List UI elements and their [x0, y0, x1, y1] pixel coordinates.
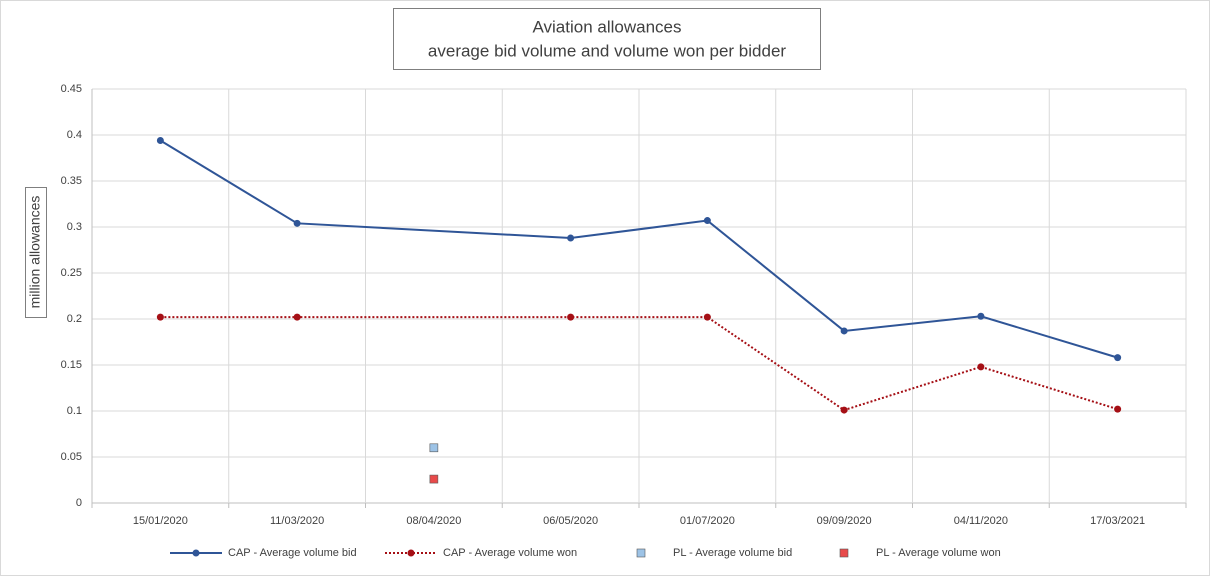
x-tick-label: 11/03/2020 — [270, 515, 324, 527]
y-tick-label: 0.25 — [61, 267, 82, 279]
data-point — [703, 217, 711, 225]
legend-marker — [839, 548, 849, 558]
legend-label: CAP - Average volume won — [443, 547, 577, 559]
data-point — [293, 219, 301, 227]
legend-marker — [407, 549, 415, 557]
x-tick-label: 01/07/2020 — [680, 515, 735, 527]
y-tick-label: 0.1 — [67, 405, 82, 417]
title-box — [393, 8, 821, 70]
y-tick-label: 0 — [76, 497, 82, 509]
legend-label: PL - Average volume bid — [673, 547, 792, 559]
y-tick-label: 0.35 — [61, 175, 82, 187]
y-tick-label: 0.4 — [67, 129, 82, 141]
data-point — [293, 313, 301, 321]
chart-subtitle: average bid volume and volume won per bi… — [428, 41, 787, 60]
y-label-box — [25, 187, 47, 318]
x-tick-label: 17/03/2021 — [1090, 515, 1145, 527]
x-tick-label: 08/04/2020 — [406, 515, 461, 527]
x-tick-label: 09/09/2020 — [817, 515, 872, 527]
data-point — [156, 137, 164, 145]
y-tick-label: 0.05 — [61, 451, 82, 463]
data-point — [703, 313, 711, 321]
data-point — [567, 313, 575, 321]
legend-label: CAP - Average volume bid — [228, 547, 357, 559]
data-point — [1114, 405, 1122, 413]
legend-marker — [636, 548, 646, 558]
data-point — [429, 474, 439, 484]
y-tick-label: 0.45 — [61, 83, 82, 95]
y-tick-label: 0.2 — [67, 313, 82, 325]
chart-title: Aviation allowances — [533, 17, 682, 36]
y-tick-label: 0.3 — [67, 221, 82, 233]
data-point — [840, 327, 848, 335]
x-tick-label: 06/05/2020 — [543, 515, 598, 527]
data-point — [429, 443, 439, 453]
data-point — [1114, 354, 1122, 362]
legend-marker — [192, 549, 200, 557]
x-tick-label: 04/11/2020 — [954, 515, 1008, 527]
data-point — [977, 363, 985, 371]
data-point — [977, 312, 985, 320]
data-point — [567, 234, 575, 242]
data-point — [156, 313, 164, 321]
data-point — [840, 406, 848, 414]
x-tick-label: 15/01/2020 — [133, 515, 188, 527]
y-axis-label: million allowances — [27, 196, 43, 309]
legend-label: PL - Average volume won — [876, 547, 1001, 559]
y-tick-label: 0.15 — [61, 359, 82, 371]
